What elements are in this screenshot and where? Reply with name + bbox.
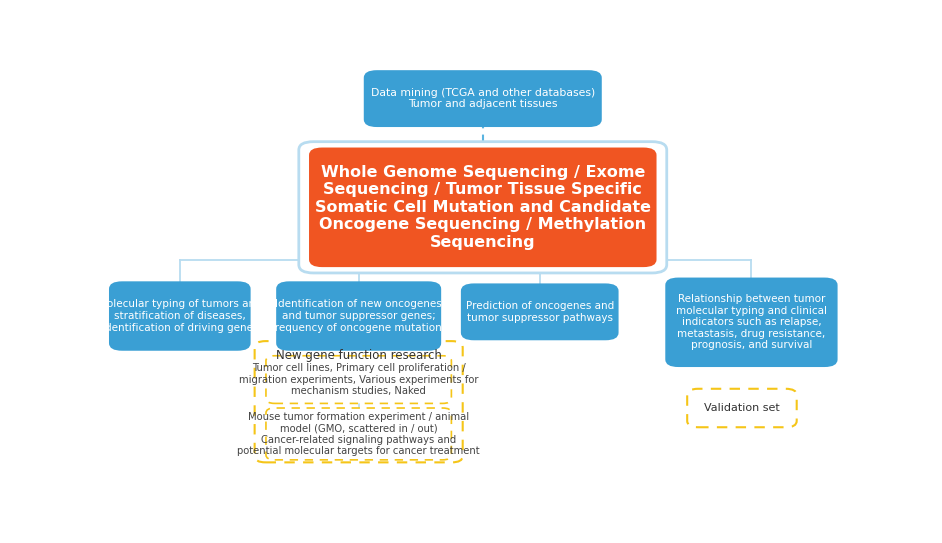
Text: Relationship between tumor
molecular typing and clinical
indicators such as rela: Relationship between tumor molecular typ… (676, 294, 827, 350)
FancyBboxPatch shape (364, 70, 602, 127)
FancyBboxPatch shape (109, 281, 251, 351)
Text: Data mining (TCGA and other databases)
Tumor and adjacent tissues: Data mining (TCGA and other databases) T… (370, 88, 595, 109)
FancyBboxPatch shape (276, 281, 441, 351)
Text: Identification of new oncogenes
and tumor suppressor genes;
frequency of oncogen: Identification of new oncogenes and tumo… (270, 299, 447, 333)
FancyBboxPatch shape (309, 148, 657, 267)
Text: Whole Genome Sequencing / Exome
Sequencing / Tumor Tissue Specific
Somatic Cell : Whole Genome Sequencing / Exome Sequenci… (315, 165, 651, 250)
Text: Prediction of oncogenes and
tumor suppressor pathways: Prediction of oncogenes and tumor suppre… (465, 301, 614, 323)
FancyBboxPatch shape (254, 341, 463, 463)
Text: Molecular typing of tumors and
stratification of diseases,
identification of dri: Molecular typing of tumors and stratific… (98, 299, 262, 333)
Text: Mouse tumor formation experiment / animal
model (GMO, scattered in / out)
Cancer: Mouse tumor formation experiment / anima… (237, 412, 480, 456)
FancyBboxPatch shape (461, 283, 619, 340)
FancyBboxPatch shape (266, 408, 451, 460)
Text: Validation set: Validation set (704, 403, 780, 413)
FancyBboxPatch shape (299, 142, 667, 273)
FancyBboxPatch shape (665, 277, 837, 367)
Text: Tumor cell lines, Primary cell proliferation /
migration experiments, Various ex: Tumor cell lines, Primary cell prolifera… (239, 363, 479, 396)
FancyBboxPatch shape (266, 356, 451, 403)
FancyBboxPatch shape (687, 389, 797, 427)
Text: New gene function research: New gene function research (276, 349, 442, 362)
